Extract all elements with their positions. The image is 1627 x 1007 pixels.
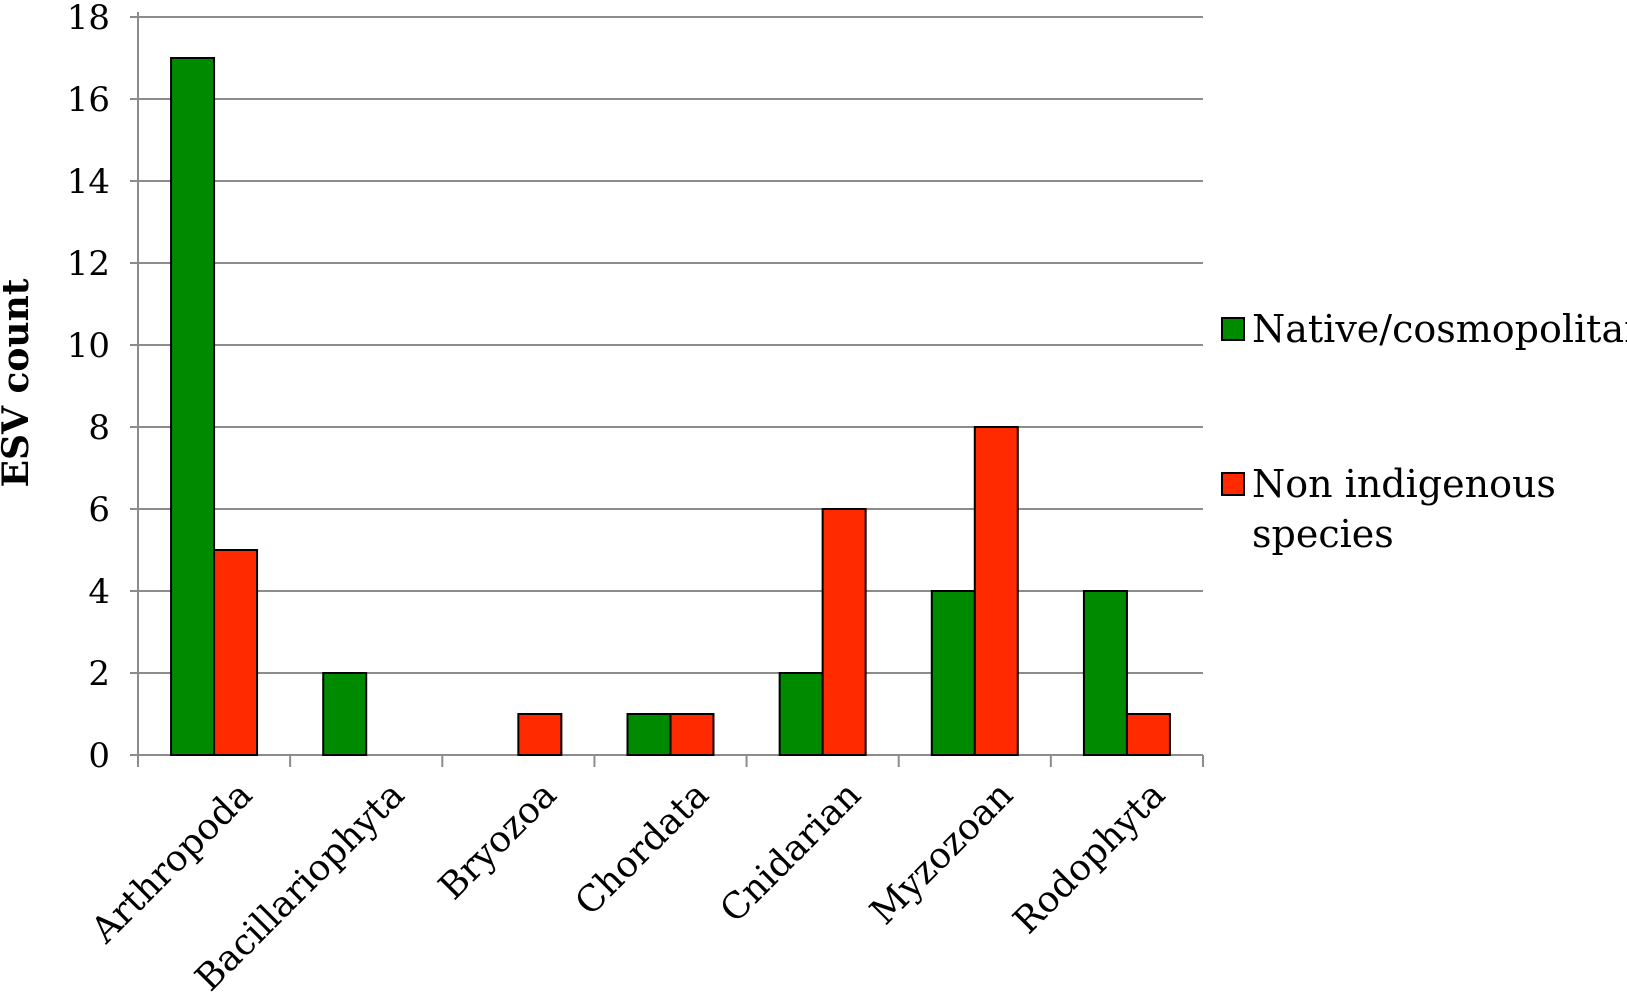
bar-native-chordata [626,713,672,756]
x-tick-label: Cnidarian [713,774,869,930]
bar-non-indigenous-arthropoda [213,549,259,756]
y-tick-label: 6 [88,490,110,530]
y-tick-label: 0 [88,736,110,776]
bar-non-indigenous-rodophyta [1125,713,1171,756]
y-tick-label: 8 [88,408,110,448]
y-tick-label: 10 [67,326,110,366]
legend-swatch [1221,317,1245,341]
y-tick-label: 14 [67,162,110,202]
y-tick-labels: 0 2 4 6 8 10 12 14 16 18 [67,0,110,776]
y-axis-label: ESV count [0,278,37,487]
y-tick-label: 4 [88,572,110,612]
x-tick-label: Myzozoan [863,774,1021,932]
bar-non-indigenous-bryozoa [517,713,563,756]
bar-native-arthropoda [170,57,216,756]
legend: Native/cosmopolitan Non indigenous species [1221,307,1627,556]
bar-native-myzozoan [930,590,976,756]
bar-non-indigenous-chordata [669,713,715,756]
bar-native-rodophyta [1082,590,1128,756]
legend-label: Native/cosmopolitan [1252,307,1627,351]
bar-non-indigenous-myzozoan [973,426,1019,756]
x-tick-label: Chordata [568,774,717,923]
axes [130,12,1204,767]
legend-swatch [1221,472,1245,496]
bar-native-cnidarian [778,672,824,756]
legend-label: Non indigenous species [1252,462,1556,556]
gridlines [130,16,1203,674]
x-tick-label: Bryozoa [431,774,564,907]
y-tick-label: 16 [67,80,110,120]
y-tick-label: 2 [88,654,110,694]
bars [170,57,1171,756]
x-tick-label: Rodophyta [1006,774,1174,942]
y-tick-label: 18 [67,0,110,38]
y-tick-label: 12 [67,244,110,284]
bar-non-indigenous-cnidarian [821,508,867,756]
bar-native-bacillariophyta [322,672,368,756]
